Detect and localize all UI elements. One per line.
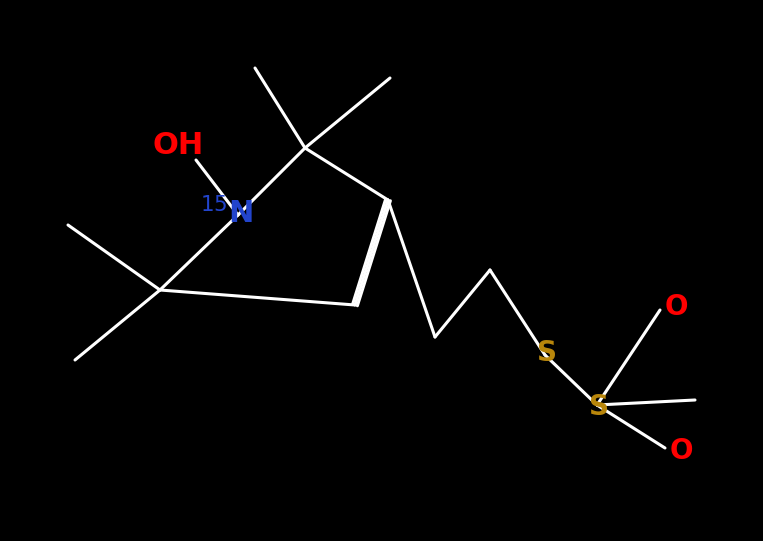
Text: OH: OH xyxy=(153,130,204,160)
Text: S: S xyxy=(589,393,609,421)
Text: $^{15}$N: $^{15}$N xyxy=(200,197,253,229)
Text: O: O xyxy=(669,437,693,465)
Text: O: O xyxy=(665,293,687,321)
Text: S: S xyxy=(537,339,557,367)
